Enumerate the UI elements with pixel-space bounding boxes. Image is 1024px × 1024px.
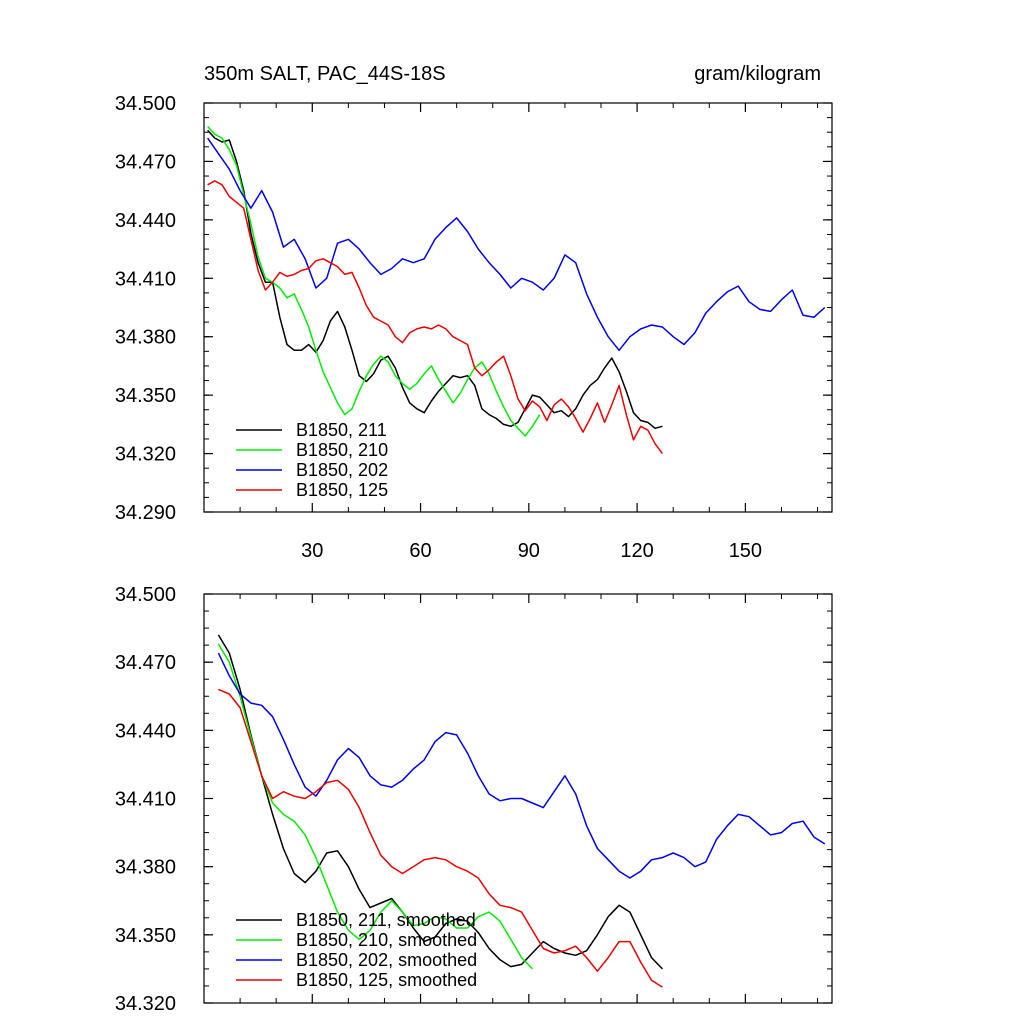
y-tick-label: 34.440: [115, 210, 176, 232]
series-line-3: [207, 180, 664, 455]
y-tick-label: 34.350: [115, 925, 176, 947]
x-tick-label: 60: [409, 540, 431, 562]
legend-label: B1850, 125, smoothed: [296, 970, 477, 990]
series-line-0: [207, 129, 663, 430]
y-tick-label: 34.380: [115, 327, 176, 349]
legend-label: B1850, 211: [296, 420, 387, 440]
x-tick-label: 30: [301, 540, 323, 562]
series-line-2: [217, 652, 826, 879]
chart-panel-bottom: 34.320 34.350 34.380 34.410 34.440 34.470 34.5…: [115, 584, 833, 1015]
y-tick-label: 34.320: [115, 993, 176, 1015]
chart-title: 350m SALT, PAC_44S-18S: [204, 63, 446, 85]
series-line-2: [206, 137, 826, 352]
x-tick-label: 150: [729, 540, 762, 562]
legend-label: B1850, 210: [296, 440, 388, 460]
series-line-0: [217, 634, 663, 970]
series-line-1: [207, 125, 541, 437]
y-tick-label: 34.350: [115, 385, 176, 407]
x-tick-label: 120: [620, 540, 653, 562]
legend-label: B1850, 211, smoothed: [296, 910, 476, 930]
units-label: gram/kilogram: [694, 63, 821, 85]
legend-label: B1850, 202, smoothed: [296, 950, 477, 970]
legend-label: B1850, 202: [296, 460, 388, 480]
y-tick-label: 34.440: [115, 720, 176, 742]
y-tick-label: 34.470: [115, 652, 176, 674]
chart-panel-top: 34.290 34.320 34.350 34.380 34.410 34.440 34.4…: [115, 93, 833, 562]
y-tick-label: 34.410: [115, 789, 176, 811]
y-tick-label: 34.410: [115, 268, 176, 290]
series-line-3: [218, 688, 663, 988]
series-line-1: [217, 643, 533, 970]
y-tick-label: 34.320: [115, 444, 176, 466]
y-tick-label: 34.290: [115, 502, 176, 524]
legend-label: B1850, 210, smoothed: [296, 930, 477, 950]
y-tick-label: 34.380: [115, 857, 176, 879]
legend-label: B1850, 125: [296, 480, 388, 500]
y-tick-label: 34.500: [115, 584, 176, 606]
y-tick-label: 34.470: [115, 151, 176, 173]
x-tick-label: 90: [518, 540, 540, 562]
y-tick-label: 34.500: [115, 93, 176, 115]
